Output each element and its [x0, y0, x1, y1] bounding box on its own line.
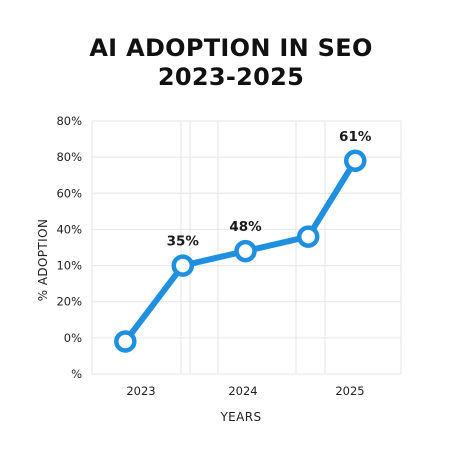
x-tick-label: 2023 [126, 384, 155, 398]
y-tick-label: 80% [56, 114, 82, 128]
chart-title-line-2: 2023-2025 [157, 63, 305, 91]
y-tick-label: 60% [56, 186, 82, 200]
y-tick-label: 20% [56, 295, 82, 309]
y-tick-label: % [71, 367, 82, 381]
series-layer [114, 149, 367, 353]
y-tick-label: 10% [56, 259, 82, 273]
data-point [296, 225, 320, 248]
data-label: 61% [339, 129, 372, 145]
chart-title-line-1: AI ADOPTION IN SEO [89, 34, 373, 62]
grid-layer [91, 120, 402, 375]
x-tick-label: 2024 [228, 384, 257, 398]
data-label: 48% [229, 219, 262, 235]
y-tick-label: 80% [56, 150, 82, 164]
data-label: 35% [167, 234, 200, 250]
data-label-layer: 35% 48% 61% [167, 129, 372, 250]
x-axis-title: YEARS [219, 410, 261, 424]
y-tick-label: 40% [56, 222, 82, 236]
x-tick-label: 2025 [335, 384, 364, 398]
y-axis-title: % ADOPTION [36, 219, 50, 302]
data-point [343, 149, 367, 173]
y-tick-label: 0% [64, 331, 82, 345]
data-point [234, 239, 257, 263]
tick-layer: 80% 80% 60% 40% 10% 20% 0%% 2023 2024 2025 [56, 114, 364, 398]
chart-title: AI ADOPTION IN SEO 2023-2025 [0, 34, 462, 92]
data-point [171, 254, 195, 277]
data-point [114, 330, 137, 353]
